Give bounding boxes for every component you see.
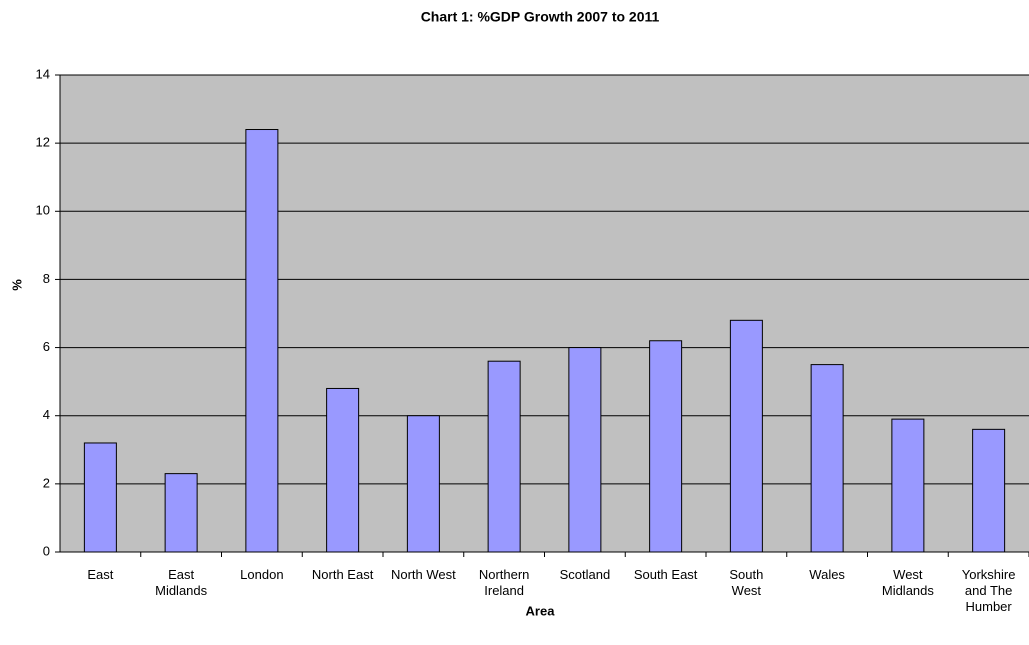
- bar: [649, 340, 683, 553]
- bar: [245, 129, 279, 553]
- plot-area: [60, 75, 1029, 552]
- bar: [972, 428, 1006, 553]
- y-tick-label: 0: [43, 543, 50, 558]
- y-tick-label: 14: [36, 66, 50, 81]
- x-tick-label: North West: [391, 567, 456, 582]
- bar: [326, 387, 360, 553]
- x-tick-label: West Midlands: [882, 567, 935, 598]
- x-tick-label: Wales: [809, 567, 845, 582]
- bar: [83, 442, 117, 553]
- x-tick-label: East Midlands: [155, 567, 208, 598]
- y-tick-label: 4: [43, 407, 50, 422]
- y-axis-title: %: [9, 279, 24, 291]
- y-tick-label: 6: [43, 339, 50, 354]
- bar: [568, 347, 602, 553]
- x-tick-label: Northern Ireland: [479, 567, 530, 598]
- y-tick-label: 2: [43, 475, 50, 490]
- bar: [891, 418, 925, 553]
- x-tick-label: Scotland: [560, 567, 611, 582]
- x-tick-label: London: [240, 567, 283, 582]
- chart-title: Chart 1: %GDP Growth 2007 to 2011: [421, 9, 660, 25]
- x-tick-label: North East: [312, 567, 374, 582]
- bar: [164, 473, 198, 553]
- bar: [810, 364, 844, 553]
- y-tick-label: 8: [43, 271, 50, 286]
- y-tick-label: 12: [36, 135, 50, 150]
- y-tick-label: 10: [36, 203, 50, 218]
- x-tick-label: East: [87, 567, 113, 582]
- x-axis-title: Area: [526, 603, 556, 618]
- bar: [729, 319, 763, 553]
- x-tick-label: Yorkshire and The Humber: [962, 567, 1016, 614]
- bar: [487, 360, 521, 553]
- x-tick-label: South West: [729, 567, 763, 598]
- x-tick-label: South East: [634, 567, 698, 582]
- bar: [406, 415, 440, 553]
